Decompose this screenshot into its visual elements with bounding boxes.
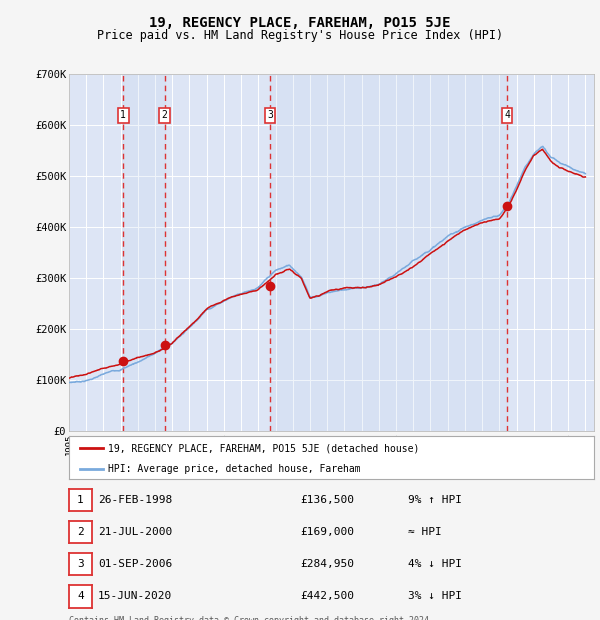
Text: 4: 4 bbox=[77, 591, 84, 601]
Text: 1: 1 bbox=[120, 110, 126, 120]
Text: HPI: Average price, detached house, Fareham: HPI: Average price, detached house, Fare… bbox=[109, 464, 361, 474]
Text: £284,950: £284,950 bbox=[300, 559, 354, 569]
Bar bbox=[270, 74, 507, 431]
Text: £442,500: £442,500 bbox=[300, 591, 354, 601]
Text: ≈ HPI: ≈ HPI bbox=[408, 527, 442, 537]
Text: 3: 3 bbox=[267, 110, 273, 120]
Text: 19, REGENCY PLACE, FAREHAM, PO15 5JE: 19, REGENCY PLACE, FAREHAM, PO15 5JE bbox=[149, 16, 451, 30]
Text: 3: 3 bbox=[77, 559, 84, 569]
Text: £136,500: £136,500 bbox=[300, 495, 354, 505]
Text: 4: 4 bbox=[504, 110, 510, 120]
Text: 9% ↑ HPI: 9% ↑ HPI bbox=[408, 495, 462, 505]
Text: 4% ↓ HPI: 4% ↓ HPI bbox=[408, 559, 462, 569]
Text: 26-FEB-1998: 26-FEB-1998 bbox=[98, 495, 172, 505]
Text: 1: 1 bbox=[77, 495, 84, 505]
Text: 2: 2 bbox=[77, 527, 84, 537]
Text: 15-JUN-2020: 15-JUN-2020 bbox=[98, 591, 172, 601]
Text: Contains HM Land Registry data © Crown copyright and database right 2024.: Contains HM Land Registry data © Crown c… bbox=[69, 616, 434, 620]
Text: 21-JUL-2000: 21-JUL-2000 bbox=[98, 527, 172, 537]
Text: £169,000: £169,000 bbox=[300, 527, 354, 537]
Text: 01-SEP-2006: 01-SEP-2006 bbox=[98, 559, 172, 569]
Text: 19, REGENCY PLACE, FAREHAM, PO15 5JE (detached house): 19, REGENCY PLACE, FAREHAM, PO15 5JE (de… bbox=[109, 443, 420, 453]
Text: Price paid vs. HM Land Registry's House Price Index (HPI): Price paid vs. HM Land Registry's House … bbox=[97, 29, 503, 42]
Text: 3% ↓ HPI: 3% ↓ HPI bbox=[408, 591, 462, 601]
Text: 2: 2 bbox=[161, 110, 167, 120]
Bar bbox=[123, 74, 164, 431]
